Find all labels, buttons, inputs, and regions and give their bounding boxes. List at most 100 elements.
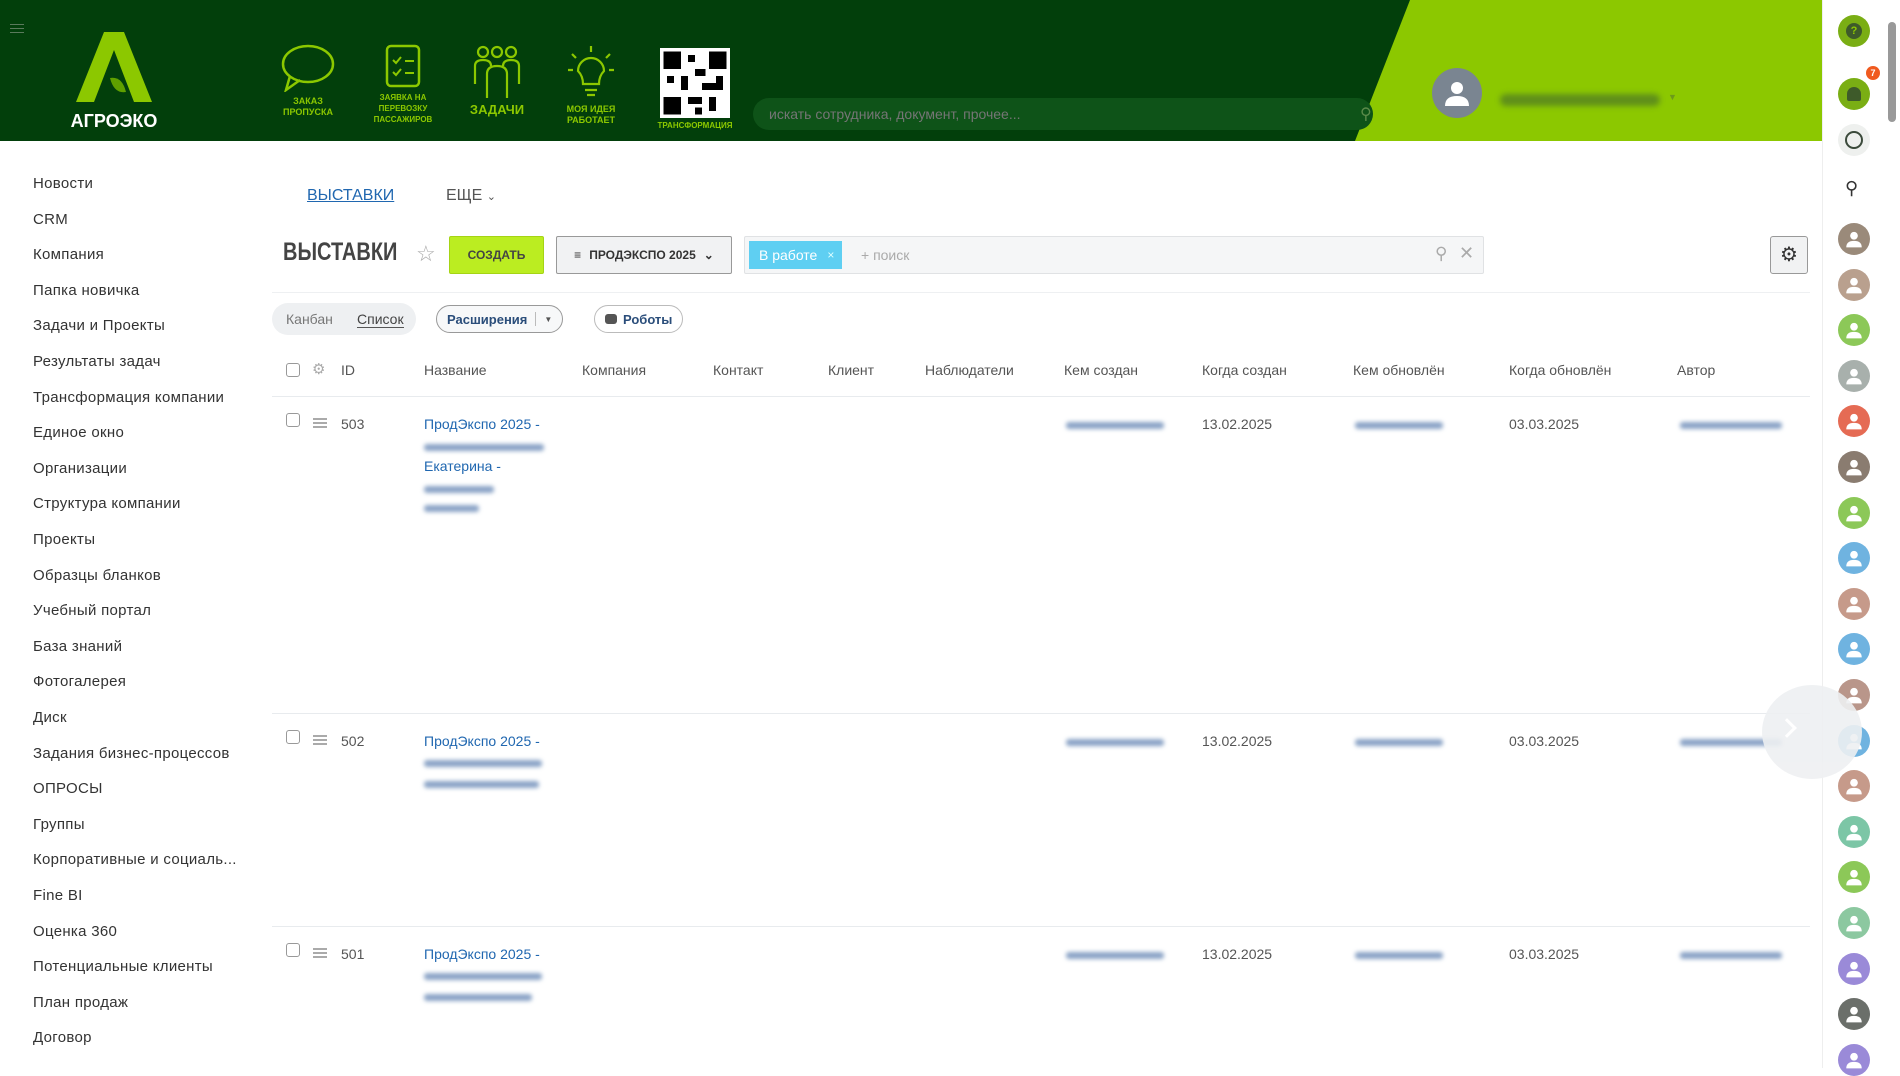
shortcut-my-idea[interactable]: МОЯ ИДЕЯ РАБОТАЕТ bbox=[551, 44, 631, 126]
filter-preset-dropdown[interactable]: ≡ ПРОДЭКСПО 2025 ⌄ bbox=[556, 236, 732, 274]
shortcut-transformation[interactable]: ТРАНСФОРМАЦИЯ bbox=[655, 44, 735, 131]
row-title-link[interactable]: ПродЭкспо 2025 - bbox=[424, 946, 540, 962]
row-checkbox[interactable] bbox=[286, 413, 300, 427]
row-checkbox[interactable] bbox=[286, 730, 300, 744]
contact-avatar[interactable] bbox=[1838, 815, 1870, 848]
settings-gear-button[interactable]: ⚙ bbox=[1770, 236, 1808, 274]
row-title-link[interactable]: Екатерина - bbox=[424, 458, 501, 474]
column-header[interactable]: Автор bbox=[1677, 362, 1716, 378]
column-header[interactable]: Клиент bbox=[828, 362, 875, 378]
menu-icon[interactable] bbox=[10, 24, 24, 33]
shortcut-pass-order[interactable]: ЗАКАЗ ПРОПУСКА bbox=[268, 44, 348, 118]
filter-search-field[interactable]: В работе × + поиск ⚲ ✕ bbox=[744, 236, 1484, 274]
column-header[interactable]: Компания bbox=[582, 362, 647, 378]
user-name-redacted[interactable] bbox=[1500, 94, 1660, 106]
global-search-input[interactable] bbox=[753, 98, 1373, 130]
search-icon[interactable]: ⚲ bbox=[1360, 106, 1372, 123]
column-header[interactable]: Кем создан bbox=[1064, 362, 1139, 378]
contact-avatar[interactable] bbox=[1838, 268, 1870, 301]
tab-more[interactable]: ЕЩЕ ⌄ bbox=[446, 187, 496, 205]
contact-avatar[interactable] bbox=[1838, 770, 1870, 803]
contact-avatar[interactable] bbox=[1838, 633, 1870, 666]
row-title-link[interactable]: ПродЭкспо 2025 - bbox=[424, 733, 540, 749]
view-kanban[interactable]: Канбан bbox=[286, 311, 333, 327]
sidebar-item[interactable]: ОПРОСЫ bbox=[33, 780, 103, 798]
column-header[interactable]: Контакт bbox=[713, 362, 764, 378]
sidebar-item[interactable]: Образцы бланков bbox=[33, 566, 162, 584]
sidebar-item[interactable]: Корпоративные и социаль... bbox=[33, 851, 237, 869]
sidebar-item[interactable]: CRM bbox=[33, 210, 69, 228]
shortcut-passenger-transport[interactable]: ЗАЯВКА НА ПЕРЕВОЗКУ ПАССАЖИРОВ bbox=[363, 44, 443, 125]
tab-exhibitions[interactable]: ВЫСТАВКИ bbox=[307, 187, 395, 204]
contact-avatar[interactable] bbox=[1838, 907, 1870, 939]
filter-search-placeholder[interactable]: + поиск bbox=[861, 247, 910, 263]
help-button[interactable]: ? bbox=[1838, 15, 1870, 47]
row-title-link[interactable]: ПродЭкспо 2025 - bbox=[424, 416, 540, 432]
robots-button[interactable]: Роботы bbox=[594, 305, 684, 333]
sidebar-item[interactable]: Оценка 360 bbox=[33, 922, 118, 940]
extensions-button[interactable]: Расширения ▼ bbox=[436, 305, 564, 333]
contact-avatar[interactable] bbox=[1838, 451, 1870, 483]
contact-avatar[interactable] bbox=[1838, 359, 1870, 392]
sidebar-item[interactable]: Результаты задач bbox=[33, 353, 161, 370]
clear-icon[interactable]: ✕ bbox=[1459, 243, 1475, 263]
drag-handle-icon[interactable] bbox=[313, 735, 327, 745]
sidebar-item[interactable]: Единое окно bbox=[33, 424, 125, 442]
column-header[interactable]: ID bbox=[341, 362, 355, 378]
filter-tag[interactable]: В работе × bbox=[749, 241, 843, 269]
contact-avatar[interactable] bbox=[1838, 405, 1870, 438]
sidebar-item[interactable]: Fine BI bbox=[33, 887, 83, 904]
contact-avatar[interactable] bbox=[1838, 861, 1870, 894]
column-header[interactable]: Когда создан bbox=[1202, 362, 1287, 378]
contact-avatar[interactable] bbox=[1838, 314, 1870, 347]
column-header[interactable]: Название bbox=[424, 362, 487, 378]
scrollbar[interactable] bbox=[1888, 22, 1896, 122]
notifications-button[interactable] bbox=[1838, 78, 1870, 110]
remove-tag-icon[interactable]: × bbox=[827, 248, 835, 262]
chat-button[interactable] bbox=[1838, 124, 1870, 156]
sidebar-item[interactable]: Фотогалерея bbox=[33, 673, 127, 691]
scroll-right-button[interactable] bbox=[1762, 685, 1862, 779]
contact-avatar[interactable] bbox=[1838, 496, 1870, 529]
contact-avatar[interactable] bbox=[1838, 998, 1870, 1031]
user-icon bbox=[1445, 82, 1469, 106]
sidebar-item[interactable]: Структура компании bbox=[33, 495, 181, 513]
contact-avatar[interactable] bbox=[1838, 223, 1870, 255]
panel-search-icon[interactable]: ⚲ bbox=[1845, 178, 1859, 198]
sidebar-item[interactable]: Задачи и Проекты bbox=[33, 317, 166, 335]
sidebar-item[interactable]: База знаний bbox=[33, 637, 123, 655]
sidebar-item[interactable]: Проекты bbox=[33, 531, 96, 548]
sidebar-item[interactable]: Трансформация компании bbox=[33, 388, 225, 406]
shortcut-tasks[interactable]: ЗАДАЧИ bbox=[457, 44, 537, 116]
drag-handle-icon[interactable] bbox=[313, 418, 327, 428]
user-avatar[interactable] bbox=[1432, 68, 1482, 118]
contact-avatar[interactable] bbox=[1838, 1043, 1870, 1076]
view-list[interactable]: Список bbox=[357, 311, 404, 328]
sidebar-item[interactable]: Задания бизнес-процессов bbox=[33, 744, 230, 762]
row-checkbox[interactable] bbox=[286, 943, 300, 957]
sidebar-item[interactable]: Потенциальные клиенты bbox=[33, 958, 214, 976]
sidebar-item[interactable]: Новости bbox=[33, 175, 94, 192]
column-settings-gear-icon[interactable]: ⚙ bbox=[312, 361, 326, 378]
contact-avatar[interactable] bbox=[1838, 542, 1870, 575]
sidebar-item[interactable]: Учебный портал bbox=[33, 602, 152, 620]
create-button[interactable]: СОЗДАТЬ bbox=[449, 236, 544, 274]
search-icon[interactable]: ⚲ bbox=[1435, 244, 1448, 263]
select-all-checkbox[interactable] bbox=[286, 363, 300, 377]
sidebar-item[interactable]: Компания bbox=[33, 246, 105, 264]
column-header[interactable]: Кем обновлён bbox=[1353, 362, 1445, 378]
drag-handle-icon[interactable] bbox=[313, 948, 327, 958]
sidebar-item[interactable]: Договор bbox=[33, 1029, 92, 1047]
chevron-down-icon[interactable]: ▼ bbox=[1668, 92, 1677, 102]
sidebar-item[interactable]: План продаж bbox=[33, 993, 129, 1011]
sidebar-item[interactable]: Группы bbox=[33, 815, 85, 833]
sidebar-item[interactable]: Диск bbox=[33, 709, 67, 726]
column-header[interactable]: Наблюдатели bbox=[925, 362, 1014, 378]
contact-avatar[interactable] bbox=[1838, 587, 1870, 620]
favorite-star-icon[interactable]: ☆ bbox=[416, 241, 436, 266]
column-header[interactable]: Когда обновлён bbox=[1509, 362, 1612, 378]
sidebar-item[interactable]: Папка новичка bbox=[33, 281, 140, 299]
logo[interactable]: АГРОЭКО bbox=[64, 32, 164, 132]
contact-avatar[interactable] bbox=[1838, 952, 1870, 985]
sidebar-item[interactable]: Организации bbox=[33, 459, 128, 477]
